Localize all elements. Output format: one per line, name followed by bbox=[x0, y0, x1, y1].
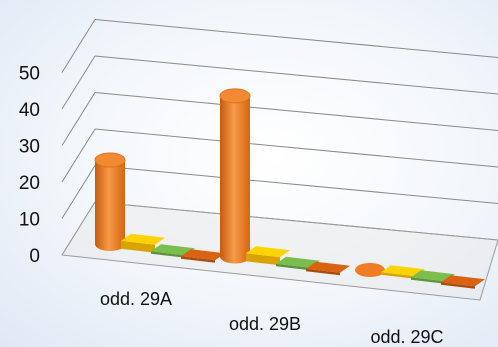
gridline-depth bbox=[61, 92, 96, 146]
y-tick-label: 40 bbox=[19, 100, 40, 121]
gridline bbox=[94, 92, 498, 131]
bar-block-top bbox=[441, 275, 485, 287]
gridline bbox=[94, 128, 498, 168]
bar-block bbox=[181, 256, 215, 263]
gridline-depth bbox=[61, 165, 96, 219]
gridline-depth bbox=[61, 19, 96, 73]
bar-block bbox=[381, 272, 415, 279]
gridline bbox=[94, 19, 498, 58]
gridline bbox=[94, 165, 498, 204]
bar-block-top bbox=[381, 265, 425, 277]
y-tick-label: 10 bbox=[19, 210, 40, 231]
bar-block bbox=[121, 240, 155, 253]
gridline-depth bbox=[61, 55, 96, 110]
bar-block bbox=[151, 251, 185, 258]
bar-cylinder bbox=[220, 95, 250, 264]
bar-zero-disc bbox=[355, 263, 385, 277]
bar-cylinder-top bbox=[219, 88, 251, 104]
x-category-label: odd. 29B bbox=[229, 314, 301, 334]
bar-cylinder-top bbox=[94, 152, 126, 168]
bar-block-top bbox=[276, 256, 320, 268]
bar-block bbox=[276, 263, 310, 271]
bar-block-top bbox=[306, 261, 350, 273]
y-tick-label: 0 bbox=[29, 246, 40, 267]
bar-block-top bbox=[151, 244, 195, 256]
bar-block bbox=[441, 282, 475, 289]
bar-block-top bbox=[121, 233, 165, 245]
bar-cylinder bbox=[95, 160, 125, 251]
x-category-label: odd. 29C bbox=[370, 327, 443, 347]
y-tick-label: 20 bbox=[19, 173, 40, 194]
bar-block-top bbox=[181, 249, 225, 261]
category-labels: odd. 29A odd. 29B odd. 29C bbox=[100, 289, 444, 347]
y-tick-label: 50 bbox=[19, 64, 40, 85]
gridline-depth bbox=[61, 128, 96, 183]
bar-block-top bbox=[411, 270, 455, 282]
gridline bbox=[94, 55, 498, 95]
bars bbox=[94, 88, 485, 289]
bar-block bbox=[306, 268, 340, 276]
y-tick-label: 30 bbox=[19, 137, 40, 158]
bar-block-top bbox=[246, 246, 290, 258]
y-axis-ticks: 0 10 20 30 40 50 bbox=[19, 64, 40, 268]
x-category-label: odd. 29A bbox=[100, 289, 172, 309]
bar-block bbox=[411, 277, 445, 284]
bar-block bbox=[246, 253, 280, 266]
